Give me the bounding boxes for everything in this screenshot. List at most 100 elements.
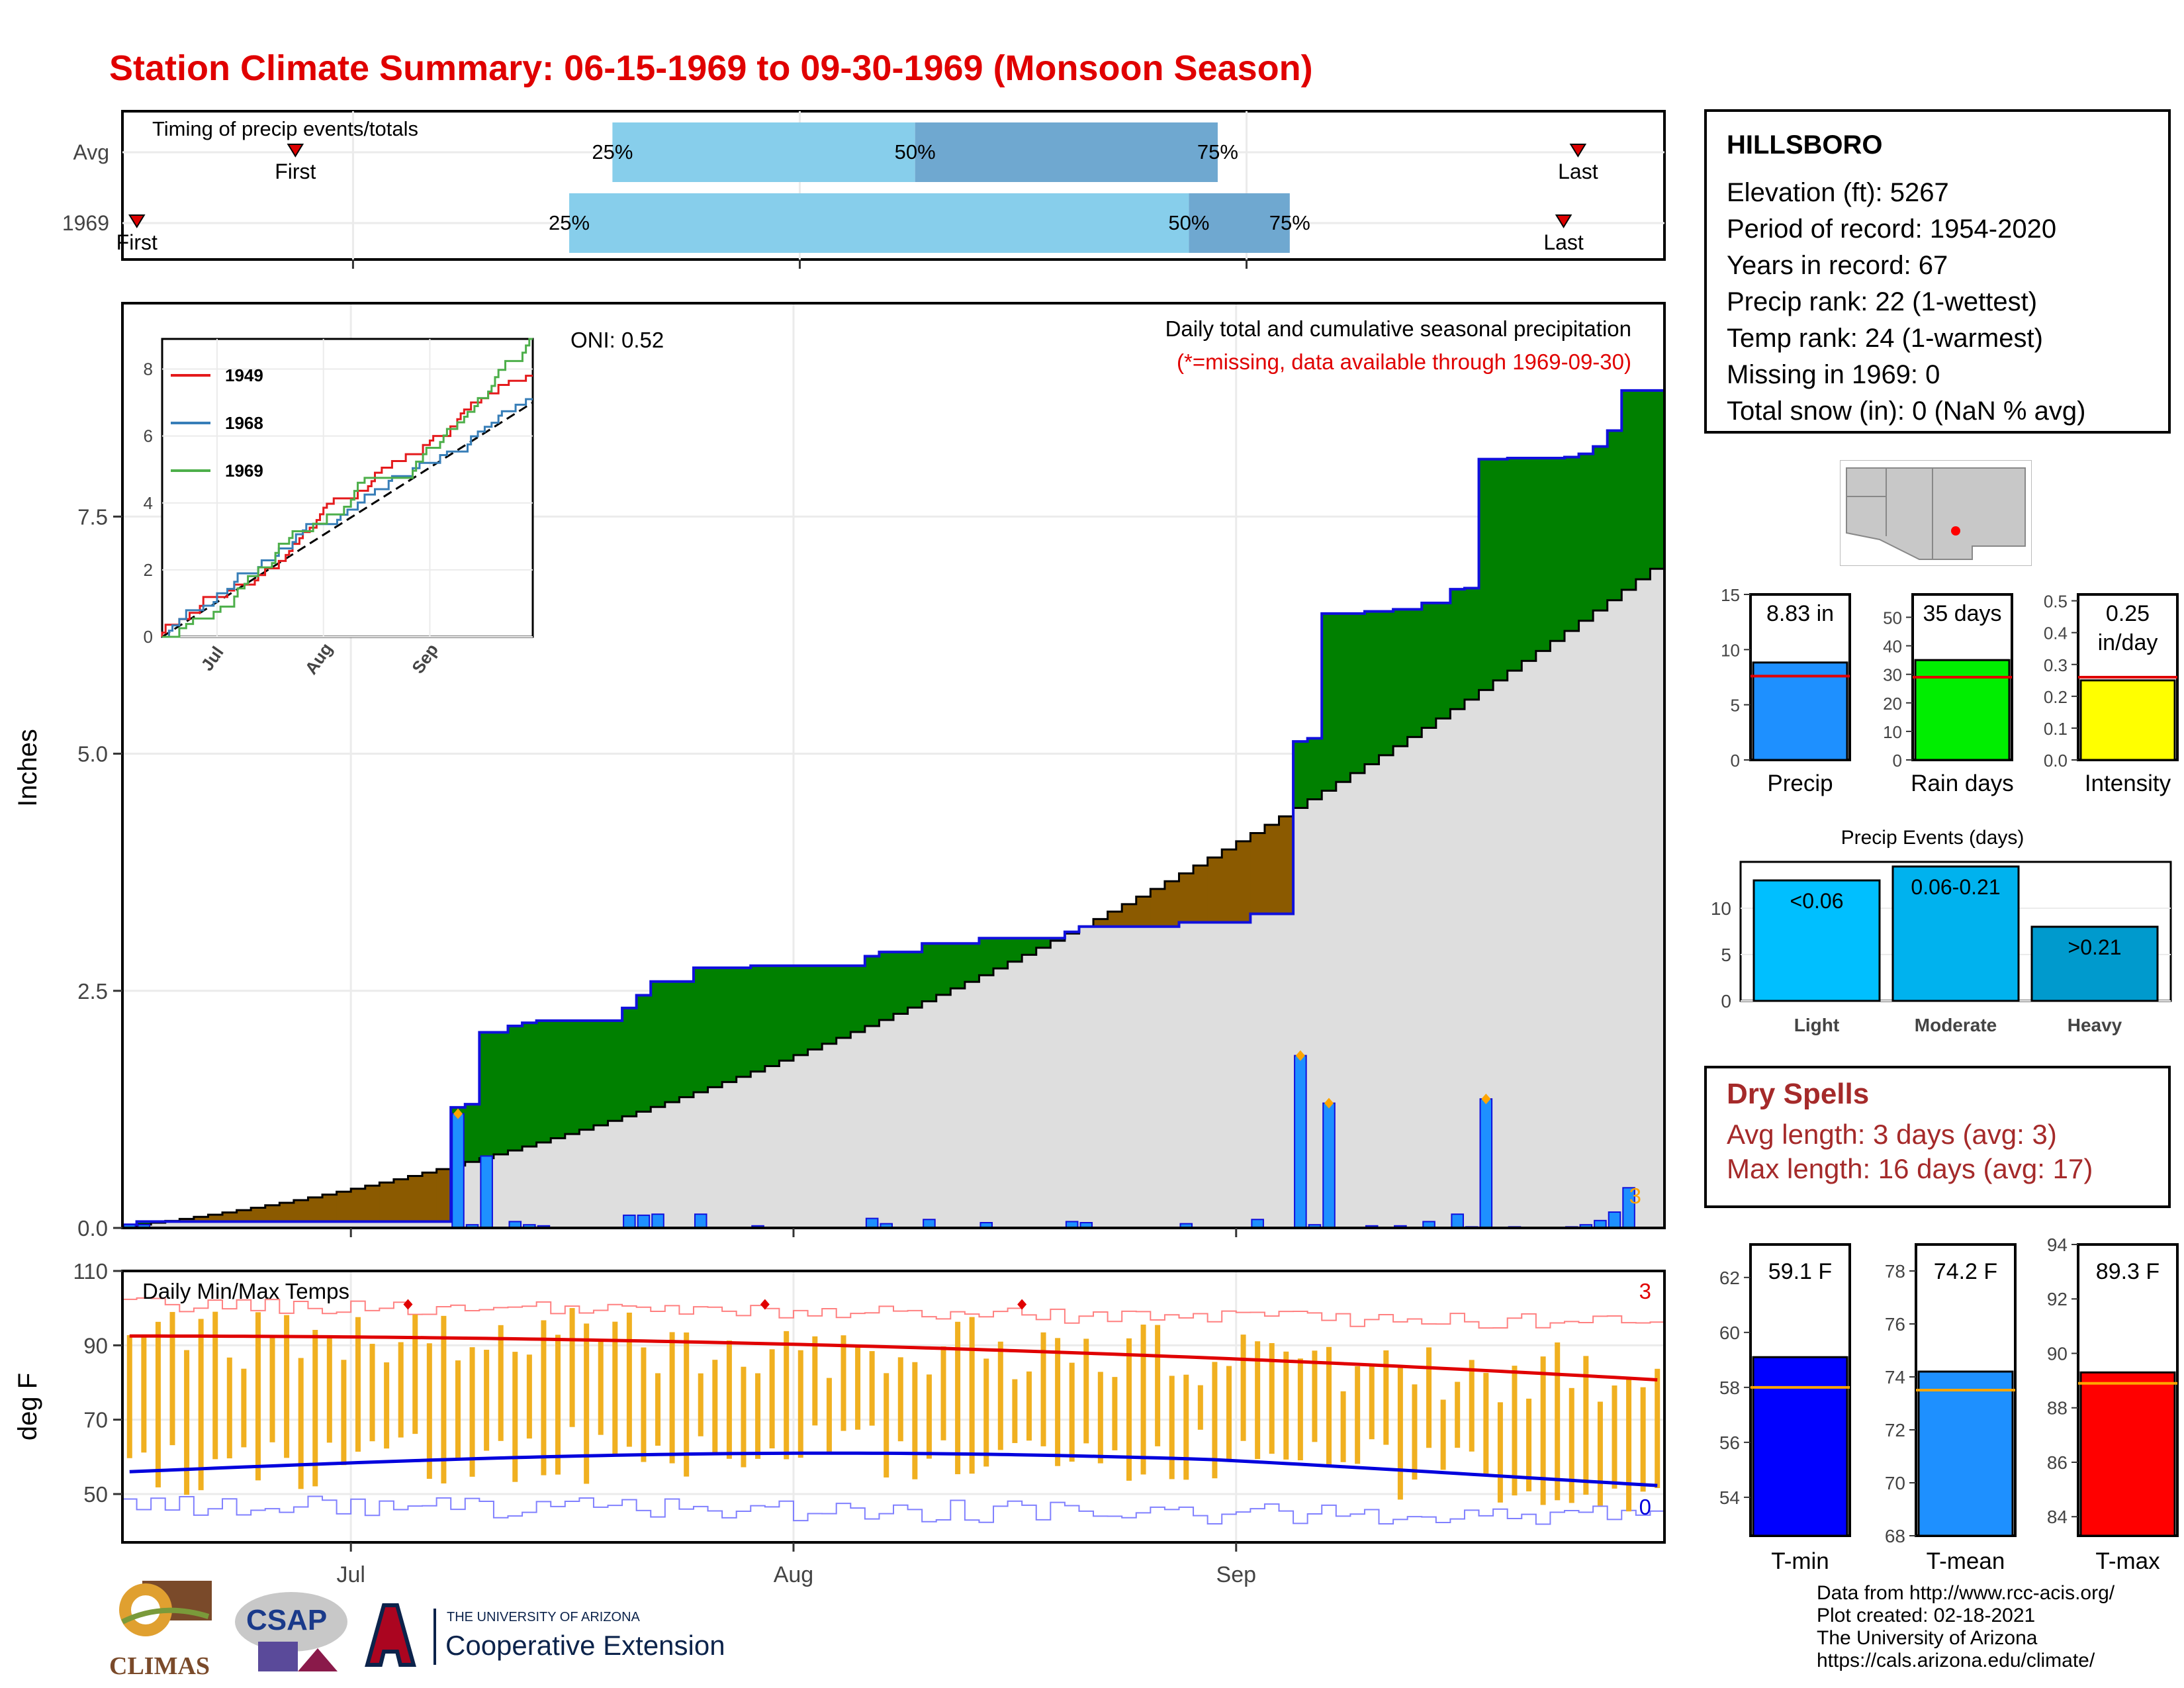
- temp-summary-2-bar: [2079, 1371, 2176, 1537]
- inset-legend-label: 1968: [225, 413, 263, 433]
- daily-precip-bar: [1479, 1098, 1493, 1229]
- daily-temp-bar: [326, 1336, 332, 1443]
- daily-temp-bar: [369, 1344, 375, 1442]
- daily-temp-bar: [1226, 1366, 1232, 1460]
- temp-summary-0-y-tick-label: 60: [1719, 1323, 1740, 1343]
- above-avg-area: [1036, 938, 1051, 948]
- summary-2-y-tick-label: 0.0: [2044, 751, 2068, 771]
- precip-events-y-tick-label: 5: [1721, 945, 1731, 965]
- daily-precip-bar: [865, 1217, 879, 1229]
- above-avg-area: [950, 943, 966, 989]
- climas-emblem-icon: [119, 1581, 212, 1636]
- temp-y-tick-label: 90: [83, 1333, 108, 1358]
- below-avg-area: [1093, 919, 1109, 927]
- daily-temp-bar: [284, 1315, 290, 1458]
- temp-x-tick-label: Aug: [774, 1562, 814, 1587]
- precip-event-range: >0.21: [2068, 935, 2122, 959]
- temp-summary-1-y-tick-label: 76: [1885, 1314, 1905, 1335]
- precip-event-bar: [1752, 879, 1881, 1002]
- precip-events-y-tick-label: 10: [1711, 898, 1731, 919]
- above-avg-area: [893, 952, 909, 1014]
- credit-plot-created: Plot created: 02-18-2021: [1817, 1605, 2036, 1626]
- temp-summary-2-y-tick-label: 84: [2047, 1507, 2068, 1527]
- precip-events-y-tick-label: 0: [1721, 991, 1731, 1011]
- below-avg-area: [265, 1205, 280, 1222]
- daily-temp-bar: [1655, 1368, 1661, 1488]
- daily-temp-bar: [1040, 1332, 1046, 1446]
- timing-bar-50-75: [1189, 193, 1290, 253]
- daily-temp-bar: [926, 1374, 932, 1459]
- temp-y-tick-label: 110: [73, 1259, 108, 1284]
- temp-summary-value-label: 59.1 F: [1768, 1259, 1832, 1284]
- above-avg-area: [864, 956, 880, 1026]
- below-avg-area: [336, 1192, 351, 1222]
- daily-temp-bar: [784, 1331, 790, 1460]
- above-avg-area: [551, 1020, 566, 1139]
- daily-temp-bar: [155, 1321, 161, 1487]
- daily-temp-bar: [1440, 1399, 1446, 1470]
- below-avg-area: [308, 1197, 323, 1222]
- below-avg-area: [179, 1219, 195, 1222]
- daily-temp-bar: [512, 1352, 518, 1482]
- above-avg-area: [579, 1020, 594, 1130]
- temp-summary-2-y-tick-label: 86: [2047, 1452, 2068, 1473]
- daily-precip-bar: [651, 1213, 664, 1229]
- above-avg-area: [465, 1104, 480, 1162]
- summary-0-y-tick-label: 10: [1721, 640, 1740, 660]
- below-avg-area: [393, 1179, 408, 1222]
- daily-temp-bar: [455, 1360, 461, 1460]
- below-avg-area: [408, 1176, 423, 1222]
- daily-temp-bar: [983, 1358, 989, 1467]
- temp-summary-bar-label: T-mean: [1927, 1548, 2005, 1574]
- daily-precip-bar: [1608, 1211, 1621, 1229]
- daily-temp-bar: [1269, 1342, 1275, 1454]
- below-avg-area: [379, 1182, 394, 1222]
- daily-temp-bar: [1055, 1338, 1061, 1466]
- daily-temp-bar: [1026, 1371, 1032, 1441]
- summary-value-unit: in/day: [2098, 630, 2158, 655]
- temp-summary-1-y-tick-label: 74: [1885, 1367, 1905, 1387]
- daily-temp-bar: [1583, 1356, 1589, 1495]
- above-avg-area: [1350, 613, 1365, 773]
- record-precip-marker: [1481, 1094, 1491, 1105]
- precip-event-range: 0.06-0.21: [1911, 875, 2000, 899]
- below-avg-area: [208, 1215, 223, 1222]
- credits: Data from http://www.rcc-acis.org/ Plot …: [1817, 1582, 2115, 1672]
- record-high-marker: [403, 1299, 413, 1310]
- main-y-axis-label: Inches: [13, 729, 42, 807]
- daily-temp-bar: [1183, 1374, 1189, 1480]
- climas-label: CLIMAS: [109, 1652, 210, 1680]
- above-avg-area: [651, 981, 666, 1107]
- avg-cumulative-line: [122, 567, 1664, 1228]
- inset-frame: [161, 338, 534, 638]
- daily-temp-bar: [884, 1373, 889, 1477]
- above-avg-area: [807, 965, 823, 1050]
- below-avg-area: [1279, 816, 1294, 914]
- above-avg-area: [493, 1032, 508, 1154]
- above-avg-area: [751, 965, 766, 1072]
- temp-summary-0-y-tick-label: 62: [1719, 1268, 1740, 1288]
- timing-bar-25-50: [569, 193, 1189, 253]
- first-event-marker: [287, 144, 304, 158]
- daily-temp-bar: [484, 1350, 490, 1451]
- daily-temp-bar: [498, 1325, 504, 1441]
- daily-temp-bar: [612, 1321, 618, 1456]
- daily-precip-bar: [637, 1214, 651, 1229]
- above-avg-area: [1336, 613, 1351, 782]
- above-avg-area: [1635, 390, 1651, 580]
- daily-precip-bar: [1294, 1055, 1307, 1229]
- summary-2-y-tick-label: 0.2: [2044, 687, 2068, 707]
- above-avg-area: [1522, 458, 1537, 661]
- daily-temp-bar: [841, 1335, 846, 1431]
- daily-temp-bar: [384, 1362, 390, 1449]
- below-avg-area: [1164, 881, 1179, 927]
- daily-temp-bar: [1197, 1385, 1203, 1430]
- daily-temp-bar: [855, 1346, 861, 1430]
- timing-p75-label: 75%: [1197, 140, 1238, 164]
- station-period: Period of record: 1954-2020: [1727, 214, 2057, 244]
- above-avg-area: [565, 1020, 580, 1135]
- above-avg-area: [1464, 588, 1480, 700]
- station-missing: Missing in 1969: 0: [1727, 360, 1940, 389]
- precip-event-label: Heavy: [2068, 1015, 2122, 1035]
- temp-plot-bg: [122, 1271, 1664, 1542]
